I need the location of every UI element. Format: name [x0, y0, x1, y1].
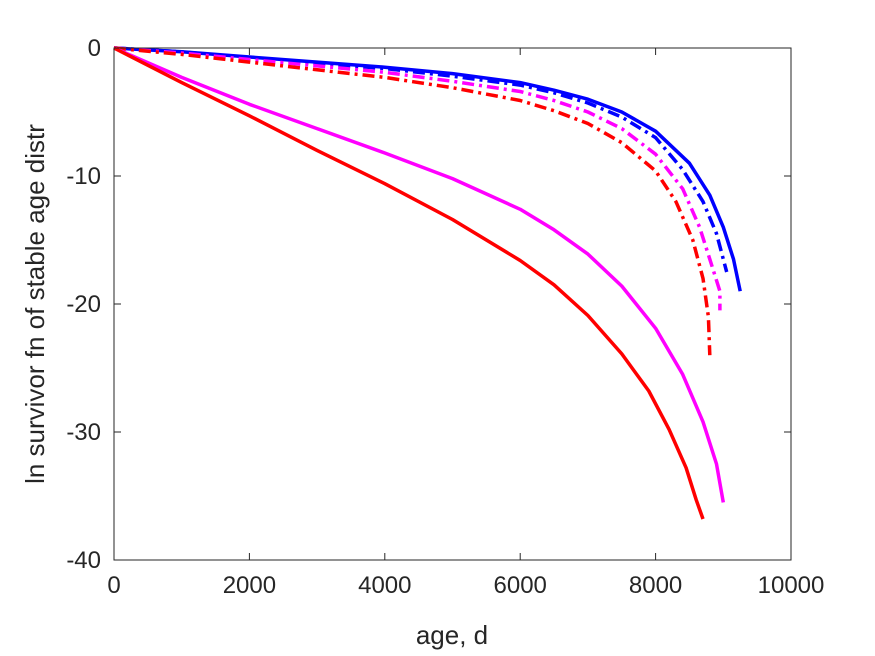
series-layer: [113, 46, 742, 520]
series-line-3: [113, 46, 722, 311]
y-tick-label: -30: [66, 419, 101, 446]
y-tick-label: -20: [66, 291, 101, 318]
y-tick-label: 0: [88, 35, 101, 62]
x-tick-label: 4000: [358, 572, 411, 599]
ticks-layer: 0 2000 4000 6000 8000 10000 0 -10 -20 -30 -40: [66, 35, 824, 599]
y-axis-label: ln survivor fn of stable age distr: [20, 124, 50, 484]
series-line-5: [113, 46, 726, 503]
x-axis-label: age, d: [416, 620, 488, 650]
x-tick-label: 0: [107, 572, 120, 599]
y-tick-label: -10: [66, 163, 101, 190]
y-tick-label: -40: [66, 547, 101, 574]
series-line-6: [113, 46, 705, 520]
x-tick-label: 10000: [758, 572, 825, 599]
plot-area: [114, 48, 791, 560]
x-tick-label: 2000: [223, 572, 276, 599]
x-tick-label: 8000: [629, 572, 682, 599]
x-tick-label: 6000: [494, 572, 547, 599]
